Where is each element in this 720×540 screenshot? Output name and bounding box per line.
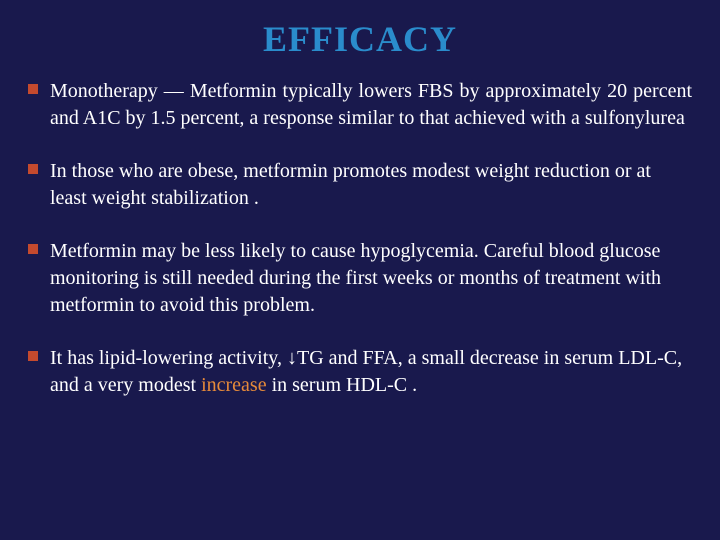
bullet-item: Metformin may be less likely to cause hy…: [28, 238, 692, 319]
bullet-item: It has lipid-lowering activity, ↓TG and …: [28, 345, 692, 399]
slide: EFFICACY Monotherapy — Metformin typical…: [0, 0, 720, 540]
bullet-item: Monotherapy — Metformin typically lowers…: [28, 78, 692, 132]
bullet-list: Monotherapy — Metformin typically lowers…: [28, 78, 692, 399]
slide-title: EFFICACY: [28, 18, 692, 60]
bullet-item: In those who are obese, metformin promot…: [28, 158, 692, 212]
